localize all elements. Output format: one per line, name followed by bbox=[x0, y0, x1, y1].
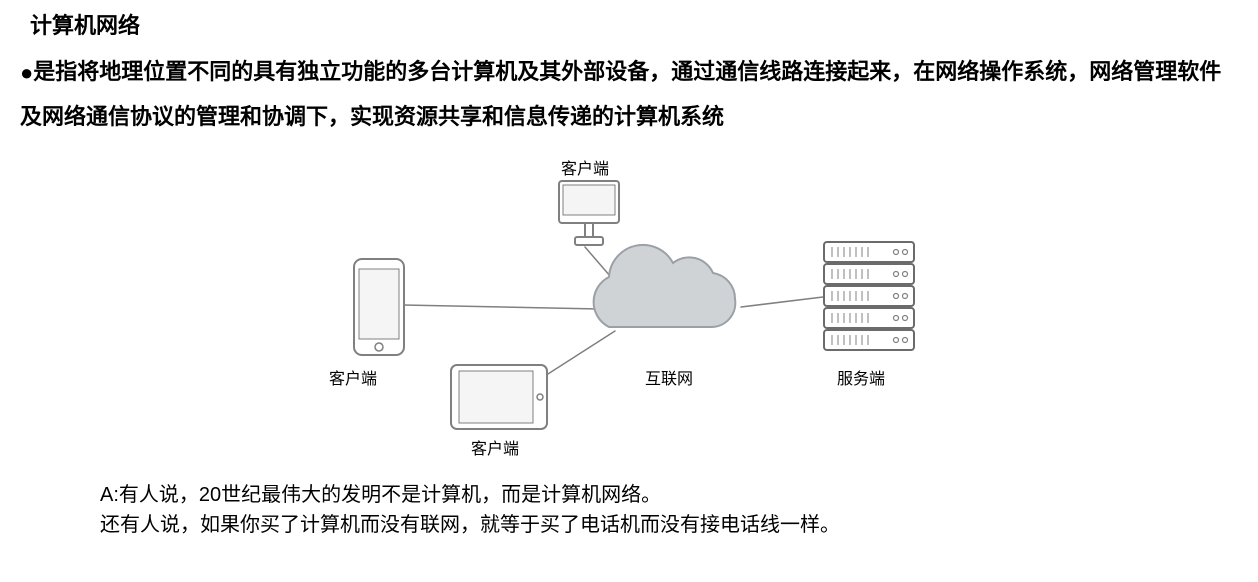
network-diagram: 客户端 客户端 客户端 互联网 服务端 bbox=[309, 147, 949, 467]
bullet-icon: ● bbox=[20, 51, 33, 95]
page-title: 计算机网络 bbox=[30, 8, 1238, 40]
edge bbox=[537, 331, 615, 381]
edge bbox=[403, 305, 599, 309]
label-client-tablet: 客户端 bbox=[471, 435, 519, 459]
diagram-canvas bbox=[309, 147, 949, 467]
server-icon bbox=[824, 242, 914, 350]
phone-icon bbox=[354, 259, 404, 355]
footnote-text-a: 有人说，20世纪最伟大的发明不是计算机，而是计算机网络。 bbox=[119, 484, 661, 506]
edge bbox=[585, 247, 623, 291]
definition-text: ●是指将地理位置不同的具有独立功能的多台计算机及其外部设备，通过通信线路连接起来… bbox=[20, 50, 1230, 139]
definition-body: 是指将地理位置不同的具有独立功能的多台计算机及其外部设备，通过通信线路连接起来，… bbox=[20, 59, 1221, 129]
footnote-line-b: 还有人说，如果你买了计算机而没有联网，就等于买了电话机而没有接电话线一样。 bbox=[100, 510, 1238, 540]
footnote-line-a: A:有人说，20世纪最伟大的发明不是计算机，而是计算机网络。 bbox=[100, 480, 1238, 510]
tablet-icon bbox=[451, 365, 547, 429]
label-client-monitor: 客户端 bbox=[561, 155, 609, 179]
cloud-icon bbox=[594, 245, 736, 327]
edge bbox=[741, 297, 823, 307]
footnote: A:有人说，20世纪最伟大的发明不是计算机，而是计算机网络。 还有人说，如果你买… bbox=[100, 480, 1238, 540]
label-internet: 互联网 bbox=[645, 365, 693, 389]
monitor-icon bbox=[559, 181, 619, 245]
label-server: 服务端 bbox=[837, 365, 885, 389]
footnote-prefix: A: bbox=[100, 484, 119, 506]
label-client-phone: 客户端 bbox=[329, 365, 377, 389]
